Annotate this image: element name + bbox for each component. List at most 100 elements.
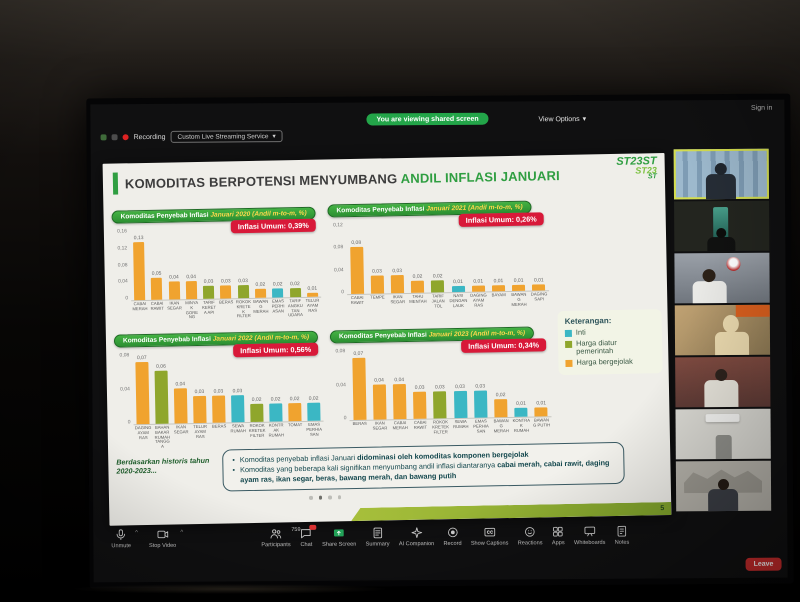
reactions-icon: [525, 527, 535, 537]
x-axis-label: TOMAT: [287, 422, 303, 428]
participant-video-2[interactable]: [674, 200, 770, 252]
x-axis-label: MINYAK GORENG: [185, 299, 199, 320]
viewing-banner: You are viewing shared screen: [366, 112, 489, 126]
window-control-icon[interactable]: [111, 134, 118, 141]
desk-reflection: [70, 584, 390, 594]
video-icon: [157, 530, 168, 539]
bar: [289, 288, 301, 298]
apps-icon: [553, 526, 564, 537]
participant-video-6[interactable]: [675, 408, 771, 460]
x-axis-label: IKAN SEGAR: [167, 300, 182, 311]
toolbar-label: Summary: [365, 541, 390, 548]
participant-video-4[interactable]: [674, 304, 771, 356]
toolbar-apps-button[interactable]: Apps: [552, 525, 565, 546]
x-axis-label: KONTRAK RUMAH: [268, 422, 285, 438]
bar-value-label: 0,03: [455, 384, 465, 391]
x-axis-label: CABAI RAWIT: [150, 300, 164, 311]
live-stream-label: Custom Live Streaming Service: [177, 132, 269, 141]
toolbar-reactions-button[interactable]: Reactions: [518, 525, 543, 546]
inflation-badge: Inflasi Umum: 0,26%: [458, 212, 544, 227]
bar-value-label: 0,03: [372, 268, 382, 275]
bar: [168, 281, 180, 300]
bar: [250, 404, 264, 422]
bar: [203, 285, 215, 299]
chart-2023: Komoditas Penyebab Inflasi Januari 2023 …: [329, 321, 552, 447]
x-axis-label: IKAN SEGAR: [390, 294, 406, 305]
x-axis-label: EMAS PERHIASAN: [306, 421, 323, 437]
x-axis-label: BAWANG MERAH: [511, 291, 527, 307]
bar: [237, 284, 249, 299]
x-axis-label: KONTRAK RUMAH: [512, 417, 531, 433]
participant-video-3[interactable]: [674, 252, 770, 304]
y-axis-tick: 0,08: [119, 352, 130, 359]
participant-video-1[interactable]: [673, 148, 770, 200]
chart-2022: Komoditas Penyebab Inflasi Januari 2022 …: [113, 326, 324, 452]
participant-video-5[interactable]: [675, 356, 771, 408]
chart-2020: Komoditas Penyebab Inflasi Januari 2020 …: [111, 202, 322, 326]
chat-icon: [301, 529, 312, 539]
toolbar-summary-button[interactable]: Summary: [365, 526, 390, 548]
toolbar-unmute-button[interactable]: Unmute ^: [111, 528, 138, 549]
bar-value-label: 0,03: [203, 278, 214, 285]
inflation-badge: Inflasi Umum: 0,34%: [461, 338, 547, 353]
toolbar-label: Stop Video: [148, 542, 177, 550]
chart-legend: Keterangan: Inti Harga diatur pemerintah H…: [557, 309, 663, 376]
bar-value-label: 0,01: [307, 285, 318, 292]
participant-video-7[interactable]: [675, 460, 772, 512]
sign-in-link[interactable]: Sign in: [750, 104, 773, 112]
toolbar-label: Participants: [261, 542, 291, 549]
live-stream-dropdown[interactable]: Custom Live Streaming Service ▾: [170, 130, 283, 143]
x-axis-label: TAHU MENTAH: [409, 293, 427, 304]
bar-value-label: 0,01: [513, 277, 524, 285]
toolbar-share-screen-button[interactable]: Share Screen: [322, 527, 356, 548]
slide-title-accent-text: ANDIL INFLASI JANUARI: [400, 167, 561, 186]
bar-value-label: 0,03: [434, 384, 445, 391]
shield-shape: [726, 256, 741, 271]
bar: [372, 383, 387, 420]
bar-value-label: 0,05: [151, 270, 162, 277]
ac-shape: [705, 413, 740, 423]
x-axis-label: TEMPE: [370, 294, 385, 300]
pager-dot: [337, 495, 342, 499]
legend-swatch-icon: [564, 329, 572, 337]
view-options-dropdown[interactable]: View Options ▾: [538, 115, 586, 123]
toolbar-notes-button[interactable]: Notes: [615, 525, 629, 546]
x-axis-label: NASI DENGAN LAUK: [449, 292, 468, 308]
bar-value-label: 0,03: [213, 388, 224, 396]
toolbar-stop-video-button[interactable]: Stop Video ^: [148, 528, 183, 550]
leave-button[interactable]: Leave: [745, 557, 782, 571]
x-axis-label: TELUR AYAM RAS: [193, 423, 208, 439]
toolbar-chat-button[interactable]: Chat: [300, 524, 317, 548]
bar: [534, 407, 548, 417]
bar-value-label: 0,04: [186, 274, 197, 281]
bar-value-label: 0,01: [453, 278, 463, 286]
bar-value-label: 0,02: [289, 396, 300, 403]
bar: [390, 275, 405, 294]
bar: [174, 387, 188, 424]
bar: [306, 292, 318, 297]
bar: [492, 285, 506, 292]
toolbar-whiteboards-button[interactable]: Whiteboards: [574, 525, 605, 546]
bar: [307, 402, 321, 421]
person-silhouette: [716, 227, 727, 239]
bar: [288, 403, 302, 422]
bar: [272, 288, 284, 298]
window-control-icon[interactable]: [100, 134, 107, 141]
bar: [494, 399, 508, 418]
x-axis-label: EMAS PERHIASAN: [271, 298, 285, 314]
toolbar-participants-button[interactable]: Participants 759: [261, 527, 300, 549]
toolbar-record-button[interactable]: Record: [443, 526, 462, 547]
monitor-bezel: Recording Custom Live Streaming Service …: [86, 93, 794, 589]
chevron-up-icon[interactable]: ^: [180, 529, 184, 536]
bar: [151, 277, 163, 300]
bar: [512, 284, 526, 291]
chevron-up-icon[interactable]: ^: [135, 530, 138, 537]
toolbar-ai-companion-button[interactable]: AI Companion: [399, 526, 434, 547]
y-axis-tick: 0: [341, 289, 345, 296]
x-axis-label: CABAI MERAH: [392, 420, 408, 431]
toolbar-show-captions-button[interactable]: Show Captions: [471, 526, 508, 547]
person-silhouette: [714, 162, 727, 176]
x-axis-label: SEWA RUMAH: [230, 423, 246, 434]
bar: [220, 285, 232, 299]
chair-shape: [715, 434, 732, 460]
